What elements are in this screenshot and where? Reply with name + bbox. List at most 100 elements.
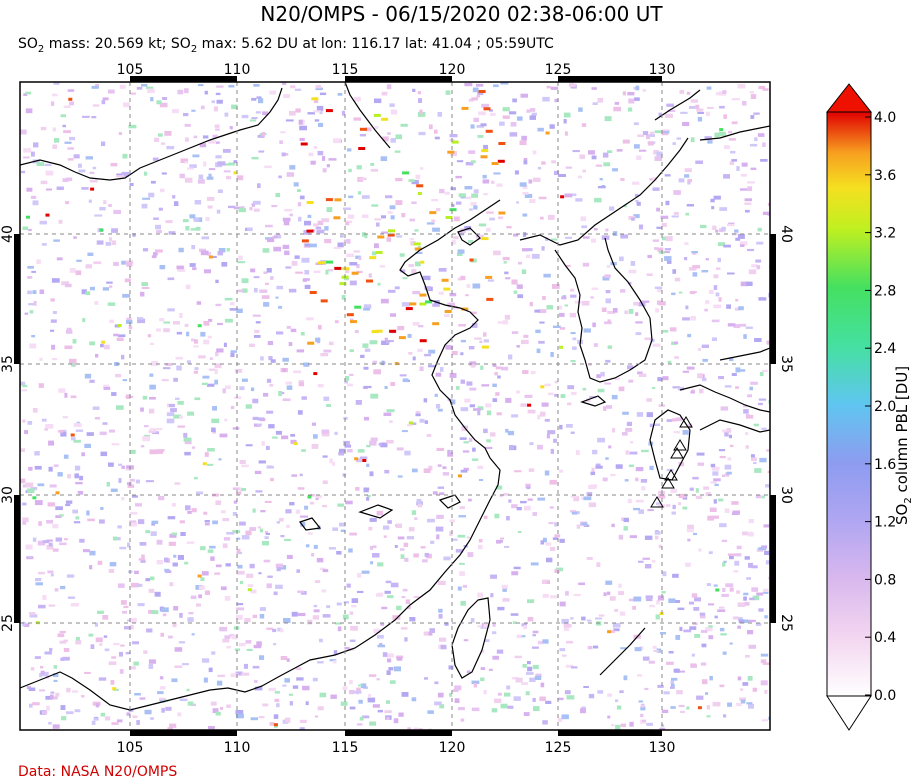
so2-pixel	[560, 394, 566, 398]
so2-pixel	[262, 248, 270, 253]
so2-pixel	[326, 605, 331, 609]
so2-pixel	[269, 383, 274, 387]
so2-pixel	[412, 88, 416, 92]
so2-pixel	[186, 167, 194, 170]
so2-pixel	[428, 631, 433, 636]
so2-pixel	[697, 373, 703, 379]
so2-pixel	[165, 706, 172, 711]
so2-pixel	[465, 162, 474, 166]
so2-pixel	[490, 593, 494, 598]
so2-pixel	[567, 385, 575, 390]
so2-pixel	[578, 582, 585, 586]
so2-pixel	[91, 720, 96, 725]
so2-pixel	[675, 635, 681, 640]
so2-pixel	[565, 264, 571, 267]
so2-pixel	[627, 92, 635, 96]
so2-pixel	[745, 445, 749, 449]
so2-pixel	[169, 404, 175, 408]
so2-pixel	[483, 690, 487, 695]
so2-pixel	[337, 242, 344, 248]
so2-pixel	[284, 250, 290, 256]
so2-pixel	[261, 441, 265, 446]
so2-pixel	[756, 592, 764, 596]
so2-pixel	[191, 338, 194, 342]
so2-pixel	[503, 493, 509, 496]
so2-pixel	[215, 564, 222, 568]
so2-pixel	[698, 548, 702, 552]
so2-pixel	[432, 491, 438, 495]
lat-label: 30	[778, 486, 794, 504]
so2-pixel	[64, 283, 72, 288]
so2-pixel	[485, 403, 492, 408]
so2-pixel	[619, 256, 624, 262]
so2-pixel	[628, 309, 634, 314]
so2-pixel	[31, 270, 36, 273]
so2-pixel	[373, 113, 381, 117]
so2-pixel	[497, 321, 504, 324]
so2-pixel	[66, 574, 75, 578]
so2-pixel	[485, 446, 493, 449]
so2-pixel	[434, 136, 440, 140]
so2-pixel	[707, 106, 714, 109]
so2-pixel	[462, 584, 467, 588]
so2-pixel	[239, 386, 245, 391]
so2-pixel	[764, 690, 768, 694]
so2-pixel	[52, 144, 57, 149]
so2-pixel	[526, 486, 531, 490]
so2-pixel	[483, 339, 489, 343]
so2-pixel	[546, 85, 551, 89]
so2-pixel	[605, 298, 611, 304]
so2-pixel	[68, 97, 73, 101]
so2-pixel	[511, 504, 518, 509]
so2-pixel	[351, 605, 357, 608]
so2-pixel	[395, 200, 403, 205]
so2-pixel	[95, 84, 99, 87]
so2-pixel	[641, 449, 649, 453]
so2-pixel	[40, 671, 49, 677]
so2-pixel	[663, 131, 669, 134]
so2-pixel	[160, 632, 164, 637]
so2-pixel	[220, 586, 227, 591]
so2-pixel	[39, 220, 47, 225]
so2-pixel	[307, 619, 313, 625]
so2-pixel	[649, 465, 654, 471]
so2-pixel	[73, 423, 82, 428]
so2-pixel	[657, 288, 662, 293]
so2-pixel	[563, 119, 567, 124]
so2-pixel	[607, 345, 613, 349]
so2-pixel	[282, 684, 287, 687]
so2-pixel	[223, 170, 231, 173]
so2-pixel	[738, 323, 747, 327]
so2-pixel	[50, 691, 55, 694]
so2-pixel	[573, 496, 580, 502]
so2-pixel	[90, 187, 95, 191]
so2-pixel	[522, 192, 529, 195]
so2-pixel	[114, 324, 121, 328]
so2-pixel	[505, 428, 509, 433]
so2-pixel	[542, 295, 546, 301]
so2-pixel	[342, 267, 350, 271]
so2-pixel	[299, 515, 308, 518]
so2-pixel	[264, 165, 272, 169]
so2-pixel	[666, 661, 674, 665]
so2-pixel	[609, 206, 615, 211]
so2-pixel	[548, 214, 555, 220]
so2-pixel	[381, 91, 388, 96]
so2-pixel	[706, 111, 710, 117]
so2-pixel	[604, 321, 612, 325]
so2-pixel	[22, 484, 27, 488]
so2-pixel	[72, 339, 77, 344]
so2-pixel	[656, 151, 663, 157]
so2-pixel	[297, 189, 301, 192]
so2-pixel	[343, 601, 349, 604]
so2-pixel	[424, 553, 429, 557]
so2-pixel	[336, 602, 342, 606]
so2-pixel	[423, 398, 428, 403]
so2-pixel	[23, 148, 32, 153]
so2-pixel	[175, 356, 183, 360]
so2-pixel	[223, 342, 227, 347]
so2-pixel	[719, 684, 725, 688]
so2-pixel	[700, 630, 708, 633]
so2-pixel	[713, 499, 717, 504]
so2-pixel	[531, 253, 540, 259]
